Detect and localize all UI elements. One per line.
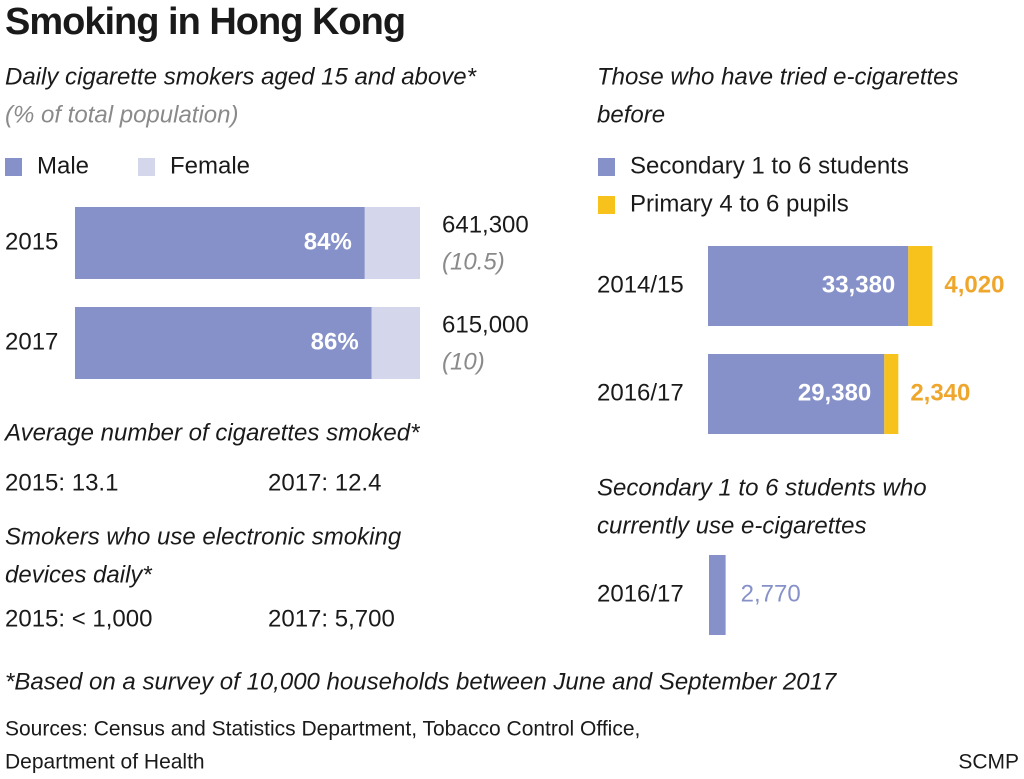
chart-subtitle: (% of total population) <box>5 101 238 128</box>
bar-segment <box>371 307 420 379</box>
value-label: 4,020 <box>944 271 1004 298</box>
stat-item: 2017: 12.4 <box>268 469 381 496</box>
legend-swatch <box>598 158 615 176</box>
chart-title: before <box>597 101 665 128</box>
bar-segment <box>364 207 420 279</box>
value-label: 33,380 <box>822 271 895 298</box>
legend-swatch <box>598 196 615 214</box>
page-title: Smoking in Hong Kong <box>5 1 405 43</box>
stat-title: Average number of cigarettes smoked* <box>3 419 420 446</box>
bar-segment <box>75 307 372 379</box>
legend-label: Primary 4 to 6 pupils <box>630 190 849 217</box>
bar-segment <box>75 207 365 279</box>
credit: SCMP <box>958 751 1019 774</box>
total-label: 615,000 <box>442 311 529 338</box>
stat-item: 2015: < 1,000 <box>5 605 152 632</box>
legend-label: Female <box>170 152 250 179</box>
stat-item: 2015: 13.1 <box>5 469 118 496</box>
legend-label: Secondary 1 to 6 students <box>630 152 909 179</box>
chart-title: Daily cigarette smokers aged 15 and abov… <box>5 63 477 90</box>
value-label: 29,380 <box>798 379 871 406</box>
stat-title: Smokers who use electronic smoking <box>5 523 402 550</box>
share-label: (10) <box>442 348 485 375</box>
bar <box>709 555 726 635</box>
value-label: 86% <box>311 328 359 355</box>
category-label: 2015 <box>5 228 58 255</box>
category-label: 2017 <box>5 328 58 355</box>
bar-segment <box>908 246 933 326</box>
chart-title: Those who have tried e-cigarettes <box>597 63 959 90</box>
legend-label: Male <box>37 152 89 179</box>
value-label: 84% <box>304 228 352 255</box>
sources: Department of Health <box>5 751 205 774</box>
stat-title: devices daily* <box>5 561 152 588</box>
legend-swatch <box>5 158 22 176</box>
chart-title: currently use e-cigarettes <box>597 512 866 539</box>
value-label: 2,340 <box>910 379 970 406</box>
footnote: *Based on a survey of 10,000 households … <box>5 668 838 695</box>
bar-segment <box>884 354 899 434</box>
bar-segment <box>708 246 909 326</box>
total-label: 641,300 <box>442 211 529 238</box>
category-label: 2016/17 <box>597 379 684 406</box>
bar-segment <box>708 354 885 434</box>
sources: Sources: Census and Statistics Departmen… <box>5 718 640 741</box>
share-label: (10.5) <box>442 248 505 275</box>
stat-item: 2017: 5,700 <box>268 605 395 632</box>
category-label: 2016/17 <box>597 580 684 607</box>
legend-swatch <box>138 158 155 176</box>
category-label: 2014/15 <box>597 271 684 298</box>
value-label: 2,770 <box>741 580 801 607</box>
chart-title: Secondary 1 to 6 students who <box>597 474 927 501</box>
